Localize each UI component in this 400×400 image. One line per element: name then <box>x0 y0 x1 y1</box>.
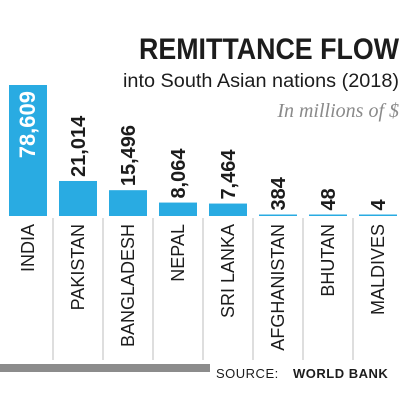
bar-sri-lanka <box>209 203 247 216</box>
chart-subtitle: into South Asian nations (2018) <box>123 71 399 92</box>
category-label-afghanistan: AFGHANISTAN <box>268 224 288 351</box>
category-label-sri-lanka: SRI LANKA <box>218 224 238 318</box>
source-value: WORLD BANK <box>293 366 388 381</box>
bar-afghanistan <box>259 214 297 216</box>
category-label-maldives: MALDIVES <box>368 224 388 315</box>
value-label-maldives: 4 <box>368 199 390 211</box>
value-label-india: 78,609 <box>15 91 40 158</box>
bar-pakistan <box>59 180 97 216</box>
category-label-nepal: NEPAL <box>168 224 188 282</box>
source-label: SOURCE: <box>216 366 279 381</box>
bar-nepal <box>159 202 197 216</box>
value-labels-group: 78,609 21,014 15,496 8,064 7,464 384 48 4 <box>15 91 390 211</box>
bar-bhutan <box>309 214 347 216</box>
bar-maldives <box>359 214 397 216</box>
value-label-bhutan: 48 <box>318 188 340 210</box>
category-label-india: INDIA <box>18 224 38 272</box>
category-label-bangladesh: BANGLADESH <box>118 224 138 347</box>
unit-note: In millions of $ <box>276 100 399 122</box>
value-label-sri-lanka: 7,464 <box>218 149 240 200</box>
chart-title: REMITTANCE FLOW <box>139 33 400 66</box>
value-label-pakistan: 21,014 <box>68 115 90 177</box>
bar-india <box>9 85 47 216</box>
value-label-afghanistan: 384 <box>268 176 290 210</box>
category-label-bhutan: BHUTAN <box>318 224 338 297</box>
value-label-bangladesh: 15,496 <box>118 125 140 186</box>
source-band <box>0 364 210 372</box>
value-label-nepal: 8,064 <box>168 148 190 199</box>
category-label-pakistan: PAKISTAN <box>68 224 88 310</box>
category-labels-group: INDIA PAKISTAN BANGLADESH NEPAL SRI LANKA AFG… <box>18 224 388 351</box>
bars-group <box>9 85 397 216</box>
bar-bangladesh <box>109 190 147 216</box>
dividers-group <box>52 218 354 360</box>
